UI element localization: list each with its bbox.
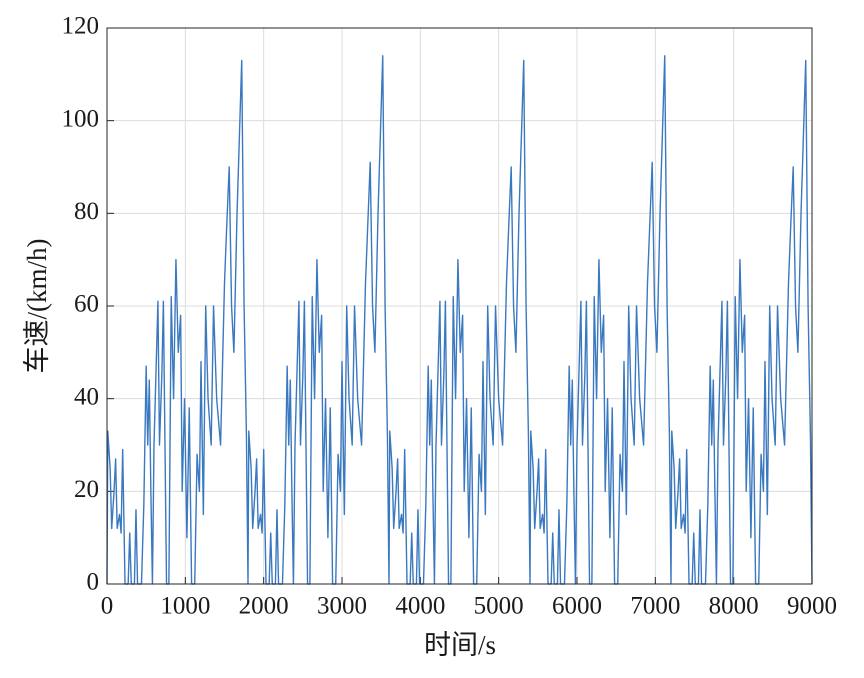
plot-frame [106, 27, 813, 585]
x-tick-label: 8000 [709, 593, 759, 620]
y-tick-label: 120 [62, 13, 100, 40]
x-axis-title: 时间/s [424, 630, 496, 660]
y-tick-label: 100 [62, 105, 100, 132]
y-tick-label: 80 [74, 198, 99, 225]
x-tick-label: 5000 [474, 593, 524, 620]
y-tick-label: 60 [74, 291, 99, 318]
x-tick-label: 1000 [160, 593, 210, 620]
x-tick-label: 0 [101, 593, 114, 620]
x-tick-label: 2000 [239, 593, 289, 620]
x-tick-label: 6000 [552, 593, 602, 620]
y-axis-title: 车速/(km/h) [22, 239, 52, 374]
y-tick-label: 20 [74, 476, 99, 503]
y-tick-label: 0 [87, 569, 100, 596]
y-tick-label: 40 [74, 383, 99, 410]
x-tick-label: 4000 [395, 593, 445, 620]
x-tick-label: 7000 [630, 593, 680, 620]
tick-labels: 0 1000 2000 3000 4000 5000 6000 7000 8000 9000 0 20… [62, 13, 838, 620]
x-tick-label: 3000 [317, 593, 367, 620]
x-tick-label: 9000 [787, 593, 837, 620]
